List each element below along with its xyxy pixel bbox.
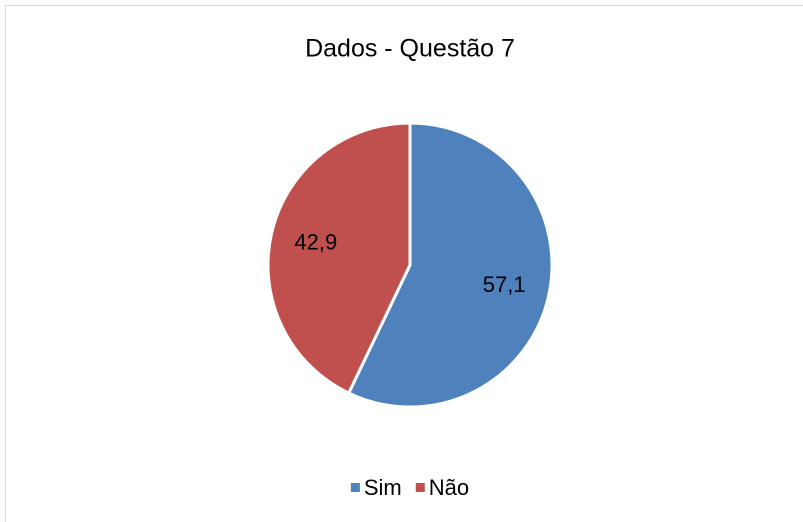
pie-slice bbox=[346, 121, 554, 409]
chart-title: Dados - Questão 7 bbox=[305, 35, 515, 63]
data-label: 42,9 bbox=[294, 229, 337, 254]
data-label: 57,1 bbox=[483, 272, 526, 297]
pie-slice bbox=[266, 121, 412, 396]
legend-swatch bbox=[350, 483, 360, 492]
legend-label: Sim bbox=[364, 475, 402, 500]
legend-swatch bbox=[415, 483, 425, 492]
legend-label: Não bbox=[429, 475, 469, 500]
